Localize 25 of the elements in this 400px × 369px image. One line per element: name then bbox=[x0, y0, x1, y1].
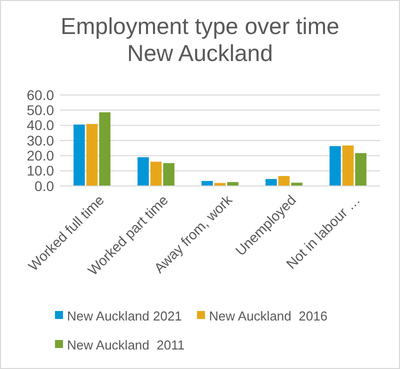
y-tick-label: 50.0 bbox=[26, 102, 54, 118]
bar bbox=[227, 182, 238, 186]
y-tick-label: 40.0 bbox=[26, 117, 54, 134]
bar bbox=[99, 112, 110, 186]
bar bbox=[74, 124, 85, 186]
bar bbox=[163, 163, 174, 186]
bar bbox=[355, 153, 366, 186]
bar bbox=[342, 146, 354, 186]
bar bbox=[202, 180, 213, 186]
y-tick-label: 30.0 bbox=[26, 132, 54, 148]
bar bbox=[291, 182, 302, 186]
legend-label: New Auckland 2011 bbox=[67, 338, 185, 353]
bar bbox=[266, 179, 277, 186]
y-tick-label: 60.0 bbox=[26, 86, 54, 103]
y-tick-label: 0.0 bbox=[34, 178, 54, 194]
bar bbox=[330, 146, 341, 186]
chart-title: Employment type over time New Auckland bbox=[60, 13, 340, 66]
legend-label: New Auckland 2016 bbox=[209, 308, 328, 324]
y-tick-label: 20.0 bbox=[26, 148, 54, 164]
bar bbox=[138, 157, 149, 186]
bar bbox=[278, 176, 290, 186]
bar bbox=[150, 162, 162, 186]
legend-label: New Auckland 2021 bbox=[67, 308, 182, 324]
y-tick-label: 10.0 bbox=[26, 162, 54, 179]
bar bbox=[86, 124, 98, 186]
